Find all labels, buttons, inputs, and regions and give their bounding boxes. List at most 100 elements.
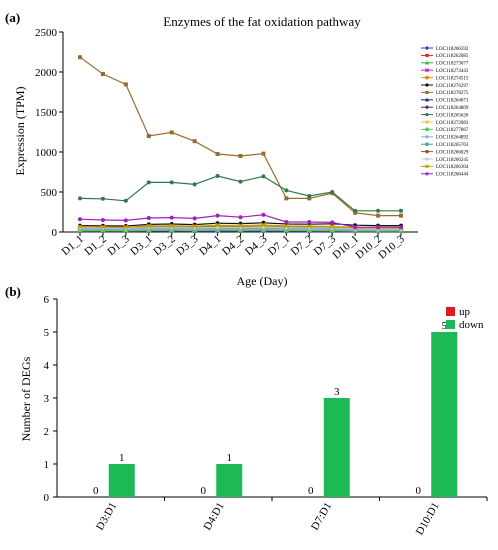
panel-a-legend-label: LOC118276297 — [436, 84, 469, 89]
panel-a-legend-marker — [425, 90, 429, 94]
panel-a-data-point — [353, 225, 358, 230]
panel-a-legend-label: LOC118264809 — [436, 106, 469, 111]
panel-a-legend-marker — [424, 45, 430, 51]
panel-a-data-point — [307, 194, 312, 198]
panel-a-data-point — [169, 130, 174, 135]
panel-a-legend-marker — [424, 68, 430, 73]
panel-b-x-tick-label: D7:D1 — [309, 501, 334, 533]
panel-a-legend-label: LOC118266444 — [436, 173, 469, 178]
panel-a-data-point — [215, 174, 220, 178]
panel-b-bar-value-label: 0 — [308, 485, 314, 497]
panel-a-data-point — [330, 220, 335, 225]
panel-a-data-point — [307, 220, 312, 224]
panel-a-plot: 0 500 1000 1500 2000 2500 D1_1D1_2D1_3D3_1D3_2… — [35, 27, 418, 262]
panel-a-data-point — [376, 213, 381, 218]
panel-a-data-point — [123, 82, 128, 87]
panel-a-legend-marker — [424, 97, 430, 102]
panel-a-data-point — [192, 216, 197, 221]
panel-b-bar-down — [108, 464, 135, 497]
panel-a-data-point — [123, 218, 128, 223]
panel-a-x-tick-label: D1_2 — [82, 233, 108, 258]
panel-a-series-line — [79, 56, 401, 217]
panel-a-data-point — [306, 223, 312, 229]
panel-a-legend-label: LOC118278275 — [436, 91, 469, 96]
panel-a-legend-label: LOC118265626 — [436, 113, 469, 118]
panel-b-label: (b) — [5, 284, 21, 299]
panel-a-legend-label: LOC118274443 — [436, 69, 469, 74]
panel-a-data-point — [238, 215, 243, 220]
panel-a-data-point — [238, 154, 243, 158]
panel-b-bar-value-label: 5 — [442, 320, 448, 332]
panel-b-bar-down — [216, 464, 243, 497]
panel-a-y-tick-label: 1500 — [35, 107, 58, 119]
panel-a-data-point — [215, 152, 220, 156]
panel-a-data-point — [376, 208, 381, 213]
panel-a-y-tick-label: 500 — [41, 187, 58, 199]
panel-a-data-point — [123, 224, 129, 230]
panel-a-data-point — [78, 196, 82, 201]
panel-a-y-tick-label: 1000 — [35, 147, 58, 159]
panel-a-data-point — [283, 223, 289, 229]
panel-b-bar-value-label: 0 — [416, 485, 422, 497]
panel-a-data-point — [146, 180, 151, 185]
panel-a-legend-marker — [425, 83, 429, 87]
panel-a-data-point — [78, 217, 82, 222]
panel-a-data-point — [238, 179, 243, 184]
panel-b-bar-value-label: 3 — [334, 386, 340, 398]
panel-b-bar-down — [323, 398, 350, 497]
panel-a-data-point — [284, 196, 289, 201]
panel-a-legend-label: LOC118277867 — [436, 128, 469, 133]
panel-a-data-point — [192, 223, 198, 229]
panel-a-x-tick-label: D3_3 — [174, 233, 201, 258]
panel-b-bar-value-label: 0 — [93, 485, 99, 497]
panel-a-x-tick-label: D10_3 — [376, 233, 407, 262]
panel-a-data-point — [353, 208, 358, 213]
panel-a-data-point — [146, 216, 151, 220]
panel-a-data-point — [100, 72, 105, 76]
panel-a-legend-label: LOC118266029 — [436, 150, 469, 155]
panel-a-legend-label: LOC118274515 — [436, 76, 469, 81]
panel-a-data-point — [215, 213, 220, 218]
panel-a-data-point — [169, 215, 174, 220]
panel-a-x-tick-label: D3_2 — [151, 233, 177, 258]
panel-b-y-tick-label: 2 — [44, 426, 50, 438]
panel-b-x-tick-label: D10:D1 — [414, 501, 442, 538]
panel-b-y-tick-label: 5 — [44, 327, 50, 339]
panel-a-legend-label: LOC118262085 — [436, 54, 469, 59]
panel-a-legend-marker — [424, 134, 430, 139]
panel-a-label: (a) — [5, 10, 20, 25]
panel-b-y-tick-label: 0 — [44, 492, 50, 504]
panel-b-x-tick-label: D4:D1 — [201, 501, 226, 533]
panel-b-bar-value-label: 1 — [119, 452, 125, 464]
panel-a-x-tick-label: D3_1 — [128, 233, 154, 258]
panel-a-x-tick-label: D7_2 — [289, 233, 315, 258]
panel-a-legend-marker — [424, 164, 430, 169]
panel-a-legend-marker — [424, 127, 430, 132]
panel-a-data-point — [192, 139, 197, 144]
panel-b-legend-swatch — [446, 307, 455, 316]
panel-a-x-tick-label: D1_3 — [105, 233, 132, 258]
panel-a-legend-label: LOC118266592 — [436, 47, 469, 52]
panel-b-y-tick-label: 1 — [44, 459, 50, 471]
panel-a-data-point — [261, 151, 266, 156]
panel-a-data-point — [100, 196, 105, 201]
panel-a-title: Enzymes of the fat oxidation pathway — [163, 14, 361, 29]
panel-b-plot: 0 1 2 3 4 5 6 D3:D1 0 1 D4:D1 0 1 D7:D1 0 3 D10:D1 0 5 — [44, 294, 488, 537]
panel-a-xlabel: Age (Day) — [237, 274, 288, 288]
panel-a-legend-label: LOC118264671 — [436, 99, 469, 104]
panel-a-data-point — [261, 174, 266, 179]
panel-a-y-tick-label: 2500 — [35, 27, 58, 39]
panel-b-y-tick-label: 3 — [44, 393, 50, 405]
panel-a-data-point — [146, 223, 152, 229]
panel-a-data-point — [192, 182, 197, 187]
panel-a-data-point — [261, 222, 266, 228]
panel-a-y-tick-label: 2000 — [35, 67, 58, 79]
panel-a-data-point — [123, 198, 128, 203]
panel-a-legend-label: LOC118265763 — [436, 143, 469, 148]
panel-a-data-point — [284, 220, 289, 224]
panel-a-legend-marker — [424, 119, 430, 125]
panel-a-x-tick-label: D4_2 — [220, 233, 246, 258]
panel-b-legend-label: up — [459, 306, 471, 318]
panel-a-data-point — [100, 224, 106, 230]
